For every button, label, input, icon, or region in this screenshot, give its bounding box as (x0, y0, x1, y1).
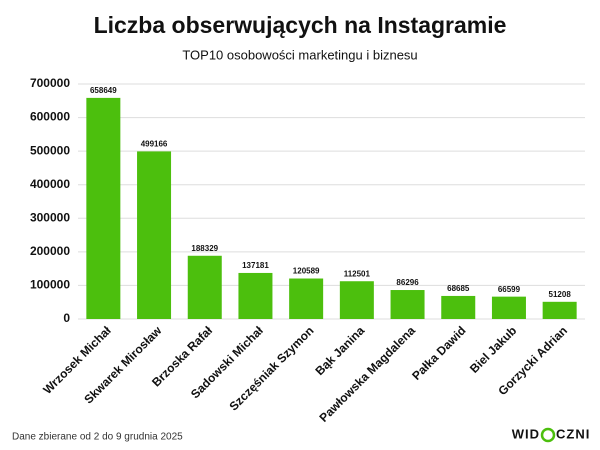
value-label: 499166 (141, 140, 168, 149)
value-label: 188329 (191, 244, 218, 253)
bar (491, 296, 526, 319)
chart-subtitle: TOP10 osobowości marketingu i biznesu (182, 47, 417, 62)
chart-title: Liczba obserwujących na Instagramie (94, 12, 507, 38)
y-tick-label: 600000 (30, 110, 70, 124)
y-tick-label: 500000 (30, 143, 70, 157)
footnote: Dane zbierane od 2 do 9 grudnia 2025 (12, 432, 183, 443)
value-label: 66599 (498, 285, 521, 294)
bar (390, 290, 425, 319)
bar (137, 151, 172, 319)
y-tick-label: 700000 (30, 76, 70, 90)
value-label: 86296 (396, 278, 419, 287)
value-label: 137181 (242, 261, 269, 270)
value-label: 68685 (447, 284, 470, 293)
x-tick-label: Biel Jakub (467, 323, 519, 375)
logo-text: CZNI (556, 426, 590, 441)
y-tick-label: 100000 (30, 278, 70, 292)
y-tick-label: 300000 (30, 210, 70, 224)
bar (339, 281, 374, 319)
bar (187, 255, 222, 319)
bar (542, 301, 577, 319)
bar (238, 272, 273, 319)
bar (289, 278, 324, 319)
x-tick-label: Bąk Janina (313, 323, 368, 378)
value-label: 51208 (549, 290, 572, 299)
value-label: 658649 (90, 86, 117, 95)
value-label: 112501 (344, 269, 371, 278)
x-tick-label: Szczęśniak Szymon (226, 323, 316, 413)
x-tick-label: Pałka Dawid (409, 323, 468, 382)
logo-icon (540, 427, 556, 443)
bar (86, 97, 121, 320)
value-label: 120589 (293, 267, 320, 276)
x-tick-label: Pawłowska Magdalena (317, 323, 419, 425)
y-tick-label: 0 (63, 311, 70, 325)
bar (441, 295, 476, 319)
logo-text: WID (512, 426, 540, 441)
logo: WID CZNI (512, 426, 590, 443)
y-tick-label: 200000 (30, 244, 70, 258)
y-tick-label: 400000 (30, 177, 70, 191)
